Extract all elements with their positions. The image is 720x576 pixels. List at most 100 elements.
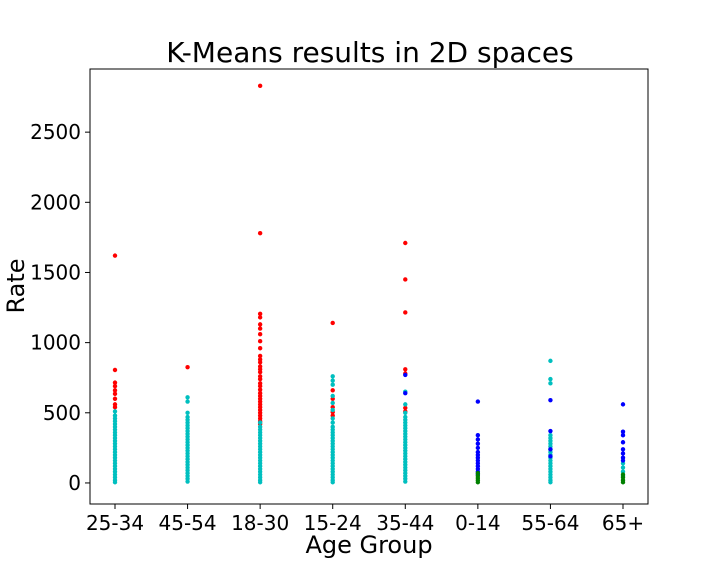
series-1	[112, 358, 626, 485]
data-point	[257, 339, 263, 344]
data-point	[620, 402, 626, 407]
data-point	[330, 480, 335, 485]
data-point	[185, 479, 190, 484]
data-point	[548, 381, 553, 386]
data-point	[330, 416, 335, 421]
data-point	[403, 479, 408, 484]
data-point	[475, 399, 481, 404]
y-tick-label: 500	[43, 401, 81, 425]
x-tick-label: 25-34	[86, 511, 144, 535]
y-tick-label: 1500	[30, 260, 81, 284]
data-point	[257, 387, 263, 392]
data-point	[330, 407, 335, 413]
data-point	[257, 83, 263, 89]
data-point	[403, 310, 408, 315]
x-tick-label: 55-64	[521, 511, 579, 535]
data-point	[620, 458, 626, 463]
x-tick-label: 18-30	[231, 511, 289, 535]
data-point	[548, 376, 553, 382]
data-point	[403, 410, 408, 415]
data-point	[330, 374, 335, 379]
data-point	[403, 405, 408, 411]
data-point	[330, 378, 335, 383]
y-tick-label: 2500	[30, 120, 81, 144]
data-point	[548, 358, 553, 364]
data-point	[112, 480, 118, 485]
series-3	[475, 470, 626, 485]
data-point	[548, 480, 553, 485]
data-point	[112, 380, 118, 385]
y-tick-label: 0	[68, 471, 81, 495]
x-axis-title: Age Group	[305, 531, 432, 559]
x-tick-label: 15-24	[304, 511, 362, 535]
data-point	[548, 447, 553, 452]
x-axis-ticks: 25-34 45-54 18-30 15-24 35-44 0-14 55-64 65+	[86, 504, 644, 535]
data-point	[112, 367, 118, 373]
data-point	[185, 410, 190, 415]
data-point	[330, 382, 335, 387]
data-point	[403, 372, 408, 378]
data-point	[330, 393, 335, 399]
data-point	[257, 383, 263, 389]
data-point	[185, 399, 190, 404]
data-point	[475, 445, 481, 451]
data-point	[548, 397, 553, 403]
data-point	[257, 326, 263, 331]
data-point	[548, 428, 553, 434]
series-2	[403, 372, 626, 477]
data-point	[403, 240, 408, 246]
data-point	[257, 376, 263, 382]
y-axis-ticks: 0 500 1000 1500 2000 2500	[30, 120, 90, 495]
data-point	[403, 277, 408, 282]
data-point	[257, 315, 263, 320]
series-0	[112, 83, 408, 427]
data-point	[620, 429, 626, 434]
data-point	[112, 253, 118, 258]
data-point	[257, 369, 263, 375]
data-point	[112, 396, 118, 401]
data-point	[257, 230, 263, 236]
data-point	[403, 367, 408, 372]
data-point	[257, 480, 263, 485]
data-point	[257, 420, 263, 425]
data-point	[185, 395, 190, 400]
data-point	[620, 451, 626, 456]
x-tick-label: 0-14	[455, 511, 500, 535]
points-layer	[112, 83, 626, 485]
data-point	[112, 388, 118, 393]
x-tick-label: 35-44	[376, 511, 434, 535]
data-point	[330, 388, 335, 393]
data-point	[257, 353, 263, 359]
data-point	[620, 447, 626, 452]
data-point	[475, 441, 481, 446]
data-point	[185, 364, 190, 370]
data-point	[403, 402, 408, 407]
data-point	[257, 360, 263, 365]
data-point	[620, 440, 626, 445]
data-point	[548, 454, 553, 459]
data-point	[620, 465, 626, 470]
data-point	[330, 400, 335, 406]
data-point	[112, 404, 118, 410]
data-point	[257, 332, 263, 337]
data-point	[475, 480, 481, 485]
data-point	[257, 311, 263, 317]
plot-frame	[89, 68, 649, 505]
x-tick-label: 65+	[602, 511, 644, 535]
data-point	[112, 391, 118, 397]
data-point	[330, 320, 335, 326]
data-point	[112, 383, 118, 389]
data-point	[403, 390, 408, 396]
y-tick-label: 1000	[30, 331, 81, 355]
x-tick-label: 45-54	[159, 511, 217, 535]
data-point	[112, 409, 118, 414]
data-point	[620, 433, 626, 438]
data-point	[475, 437, 481, 442]
chart-title: K-Means results in 2D spaces	[166, 36, 573, 69]
data-point	[620, 480, 626, 485]
data-point	[330, 420, 335, 425]
y-axis-title: Rate	[2, 258, 30, 313]
y-tick-label: 2000	[30, 190, 81, 214]
data-point	[257, 346, 263, 351]
